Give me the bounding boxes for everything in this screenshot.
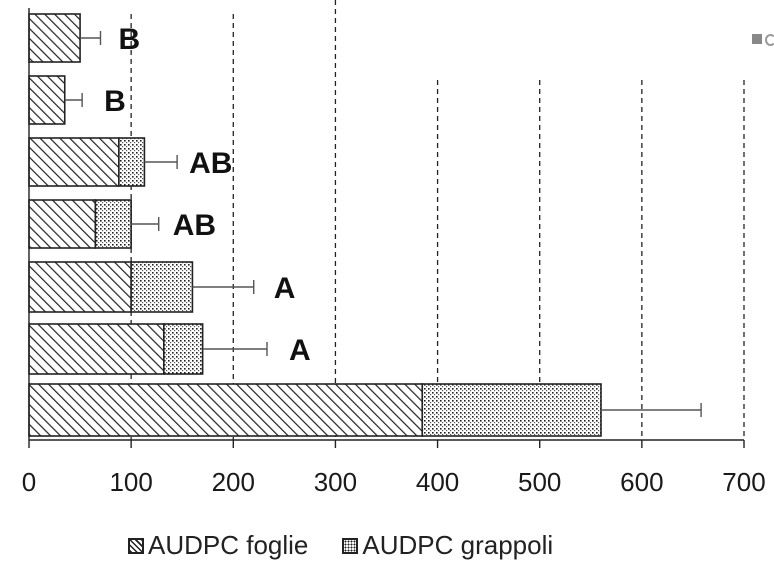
error-bars	[64, 31, 702, 417]
significance-label-0: B	[119, 23, 141, 56]
significance-label-2: AB	[189, 147, 232, 180]
legend-swatch-leaves	[128, 537, 144, 554]
bars	[28, 13, 602, 437]
x-tick-label-400: 400	[416, 467, 459, 497]
cropped-legend-square	[752, 34, 762, 44]
bar-bunches-4	[130, 261, 194, 313]
bar-leaves-6	[28, 383, 424, 437]
x-tick-label-700: 700	[722, 467, 765, 497]
legend-label-leaves: AUDPC foglie	[148, 530, 309, 560]
bar-bunches-3	[94, 199, 132, 249]
x-tick-label-500: 500	[518, 467, 561, 497]
significance-label-5: A	[289, 334, 311, 367]
x-tick-label-100: 100	[109, 467, 152, 497]
x-tick-label-0: 0	[22, 467, 36, 497]
significance-labels: BB AB AB AA	[104, 23, 311, 367]
cropped-legend-marker	[752, 34, 774, 46]
cropped-legend-glyph	[765, 34, 774, 46]
bar-bunches-6	[421, 383, 602, 437]
bar-leaves-4	[28, 261, 132, 313]
x-tick-label-600: 600	[620, 467, 663, 497]
gridlines	[130, 0, 745, 440]
bar-leaves-0	[28, 13, 81, 63]
x-tick-label-200: 200	[212, 467, 255, 497]
legend-label-bunches: AUDPC grappoli	[362, 530, 554, 560]
significance-label-4: A	[274, 272, 296, 305]
legend-item-leaves: AUDPC foglie	[128, 530, 308, 561]
legend: AUDPC foglie AUDPC grappoli	[128, 530, 553, 561]
bar-leaves-2	[28, 137, 120, 187]
bar-leaves-1	[28, 75, 66, 125]
x-tick-label-300: 300	[314, 467, 357, 497]
bar-bunches-5	[163, 323, 204, 375]
legend-item-bunches: AUDPC grappoli	[342, 530, 553, 561]
significance-label-1: B	[104, 85, 126, 118]
bar-leaves-5	[28, 323, 165, 375]
legend-swatch-bunches	[342, 537, 359, 554]
bar-leaves-3	[28, 199, 97, 249]
x-axis: 0 100 200 300 400 500 600 700	[22, 8, 766, 497]
bar-bunches-2	[118, 137, 146, 187]
significance-label-3: AB	[173, 209, 216, 242]
